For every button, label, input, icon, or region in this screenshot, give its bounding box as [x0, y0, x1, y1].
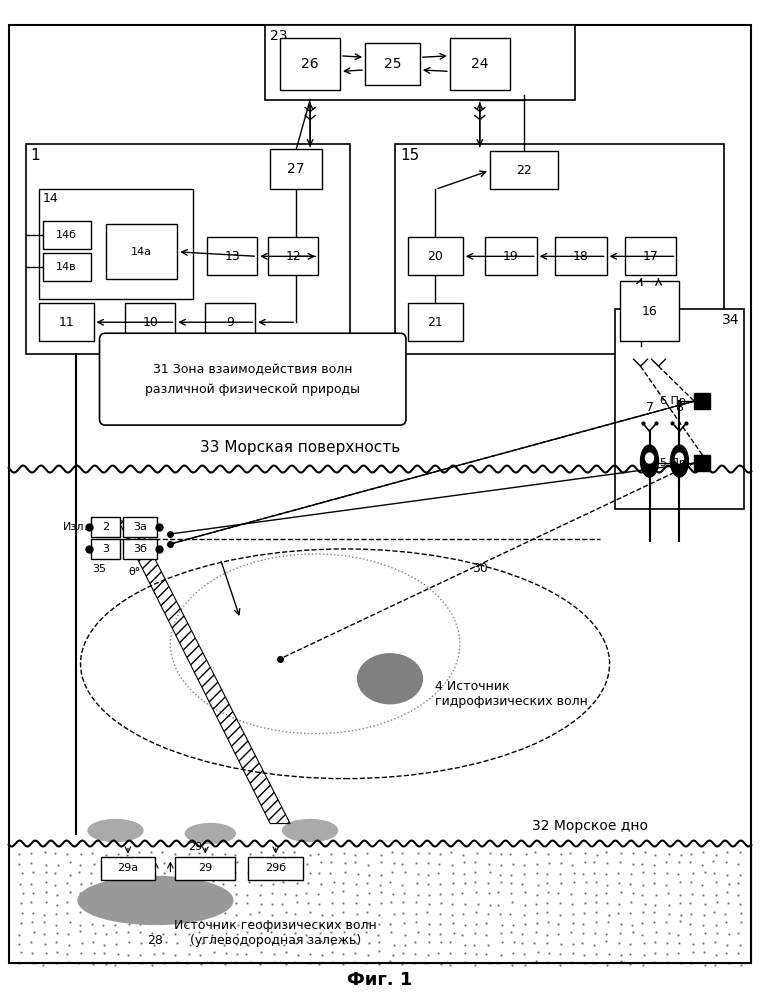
Bar: [695, 394, 711, 410]
FancyBboxPatch shape: [26, 145, 350, 355]
Text: 31 Зона взаимодействия волн: 31 Зона взаимодействия волн: [153, 363, 353, 376]
FancyBboxPatch shape: [176, 856, 236, 880]
Text: Фиг. 1: Фиг. 1: [347, 971, 413, 989]
Text: 14б: 14б: [56, 231, 77, 241]
Ellipse shape: [88, 819, 143, 841]
Ellipse shape: [676, 454, 683, 464]
Text: 8: 8: [676, 402, 683, 415]
FancyBboxPatch shape: [8, 25, 752, 963]
Text: 16: 16: [641, 305, 657, 318]
FancyBboxPatch shape: [106, 225, 177, 280]
Text: 32 Морское дно: 32 Морское дно: [531, 818, 648, 832]
FancyBboxPatch shape: [123, 516, 157, 536]
FancyBboxPatch shape: [39, 304, 93, 342]
Text: 35: 35: [93, 563, 106, 573]
FancyBboxPatch shape: [271, 150, 322, 190]
Text: 18: 18: [573, 250, 588, 263]
Text: 2: 2: [102, 521, 109, 531]
FancyBboxPatch shape: [408, 238, 463, 276]
FancyBboxPatch shape: [123, 538, 157, 558]
FancyBboxPatch shape: [39, 190, 193, 300]
FancyBboxPatch shape: [555, 238, 606, 276]
Text: 29б: 29б: [265, 863, 287, 873]
FancyBboxPatch shape: [265, 25, 575, 100]
Text: 25: 25: [384, 57, 401, 71]
Text: 28: 28: [147, 934, 163, 947]
Text: 5 Пр.: 5 Пр.: [660, 459, 689, 469]
FancyBboxPatch shape: [8, 470, 752, 843]
FancyBboxPatch shape: [205, 304, 255, 342]
FancyBboxPatch shape: [125, 304, 176, 342]
Text: 26: 26: [301, 57, 319, 71]
Text: 3: 3: [102, 543, 109, 553]
FancyBboxPatch shape: [365, 43, 420, 85]
Text: 17: 17: [642, 250, 658, 263]
Text: 13: 13: [224, 250, 240, 263]
Text: 10: 10: [142, 316, 158, 329]
Ellipse shape: [357, 653, 423, 703]
Text: 29: 29: [198, 863, 213, 873]
FancyBboxPatch shape: [280, 38, 340, 90]
FancyBboxPatch shape: [268, 238, 318, 276]
Text: 12: 12: [285, 250, 301, 263]
Text: θ°: θ°: [128, 566, 141, 576]
FancyBboxPatch shape: [207, 238, 257, 276]
Text: 33 Морская поверхность: 33 Морская поверхность: [200, 440, 401, 455]
Text: 14: 14: [43, 193, 59, 206]
Text: 21: 21: [428, 316, 443, 329]
Text: 34: 34: [722, 314, 739, 328]
Text: 1: 1: [30, 149, 40, 164]
FancyBboxPatch shape: [625, 238, 676, 276]
FancyBboxPatch shape: [43, 222, 90, 250]
FancyBboxPatch shape: [485, 238, 537, 276]
Text: различной физической природы: различной физической природы: [145, 383, 360, 396]
FancyBboxPatch shape: [100, 334, 406, 426]
Text: 23: 23: [271, 29, 288, 43]
Text: Источник геофизических волн
(углеводородная залежь): Источник геофизических волн (углеводород…: [174, 919, 376, 947]
Text: 15: 15: [400, 149, 420, 164]
FancyBboxPatch shape: [395, 145, 724, 355]
Text: 14в: 14в: [56, 263, 77, 273]
Text: Изл.: Изл.: [62, 521, 87, 531]
Ellipse shape: [645, 454, 654, 464]
Text: 27: 27: [287, 163, 305, 177]
FancyBboxPatch shape: [90, 538, 121, 558]
FancyBboxPatch shape: [619, 282, 679, 342]
Text: 3б: 3б: [134, 543, 147, 553]
Text: 3а: 3а: [134, 521, 147, 531]
FancyBboxPatch shape: [43, 254, 90, 282]
Text: 22: 22: [516, 164, 531, 177]
Text: 4 Источник
гидрофизических волн: 4 Источник гидрофизических волн: [435, 679, 587, 707]
Ellipse shape: [185, 823, 236, 843]
FancyBboxPatch shape: [408, 304, 463, 342]
FancyBboxPatch shape: [249, 856, 303, 880]
Text: 30: 30: [472, 562, 488, 575]
Text: 11: 11: [59, 316, 74, 329]
Text: 7: 7: [645, 402, 654, 415]
FancyBboxPatch shape: [90, 516, 121, 536]
Bar: [695, 456, 711, 472]
FancyBboxPatch shape: [450, 38, 510, 90]
Ellipse shape: [670, 446, 689, 478]
Text: 20: 20: [427, 250, 443, 263]
Ellipse shape: [283, 819, 337, 841]
Text: 29: 29: [188, 841, 202, 851]
Ellipse shape: [641, 446, 658, 478]
FancyBboxPatch shape: [489, 152, 558, 190]
Ellipse shape: [78, 876, 233, 924]
Text: 14а: 14а: [131, 247, 152, 257]
FancyBboxPatch shape: [615, 310, 744, 508]
FancyBboxPatch shape: [100, 856, 155, 880]
Text: 29а: 29а: [117, 863, 138, 873]
Text: 9: 9: [226, 316, 234, 329]
Text: 24: 24: [471, 57, 489, 71]
Text: 6 Пр.: 6 Пр.: [660, 397, 689, 407]
Text: 19: 19: [503, 250, 518, 263]
